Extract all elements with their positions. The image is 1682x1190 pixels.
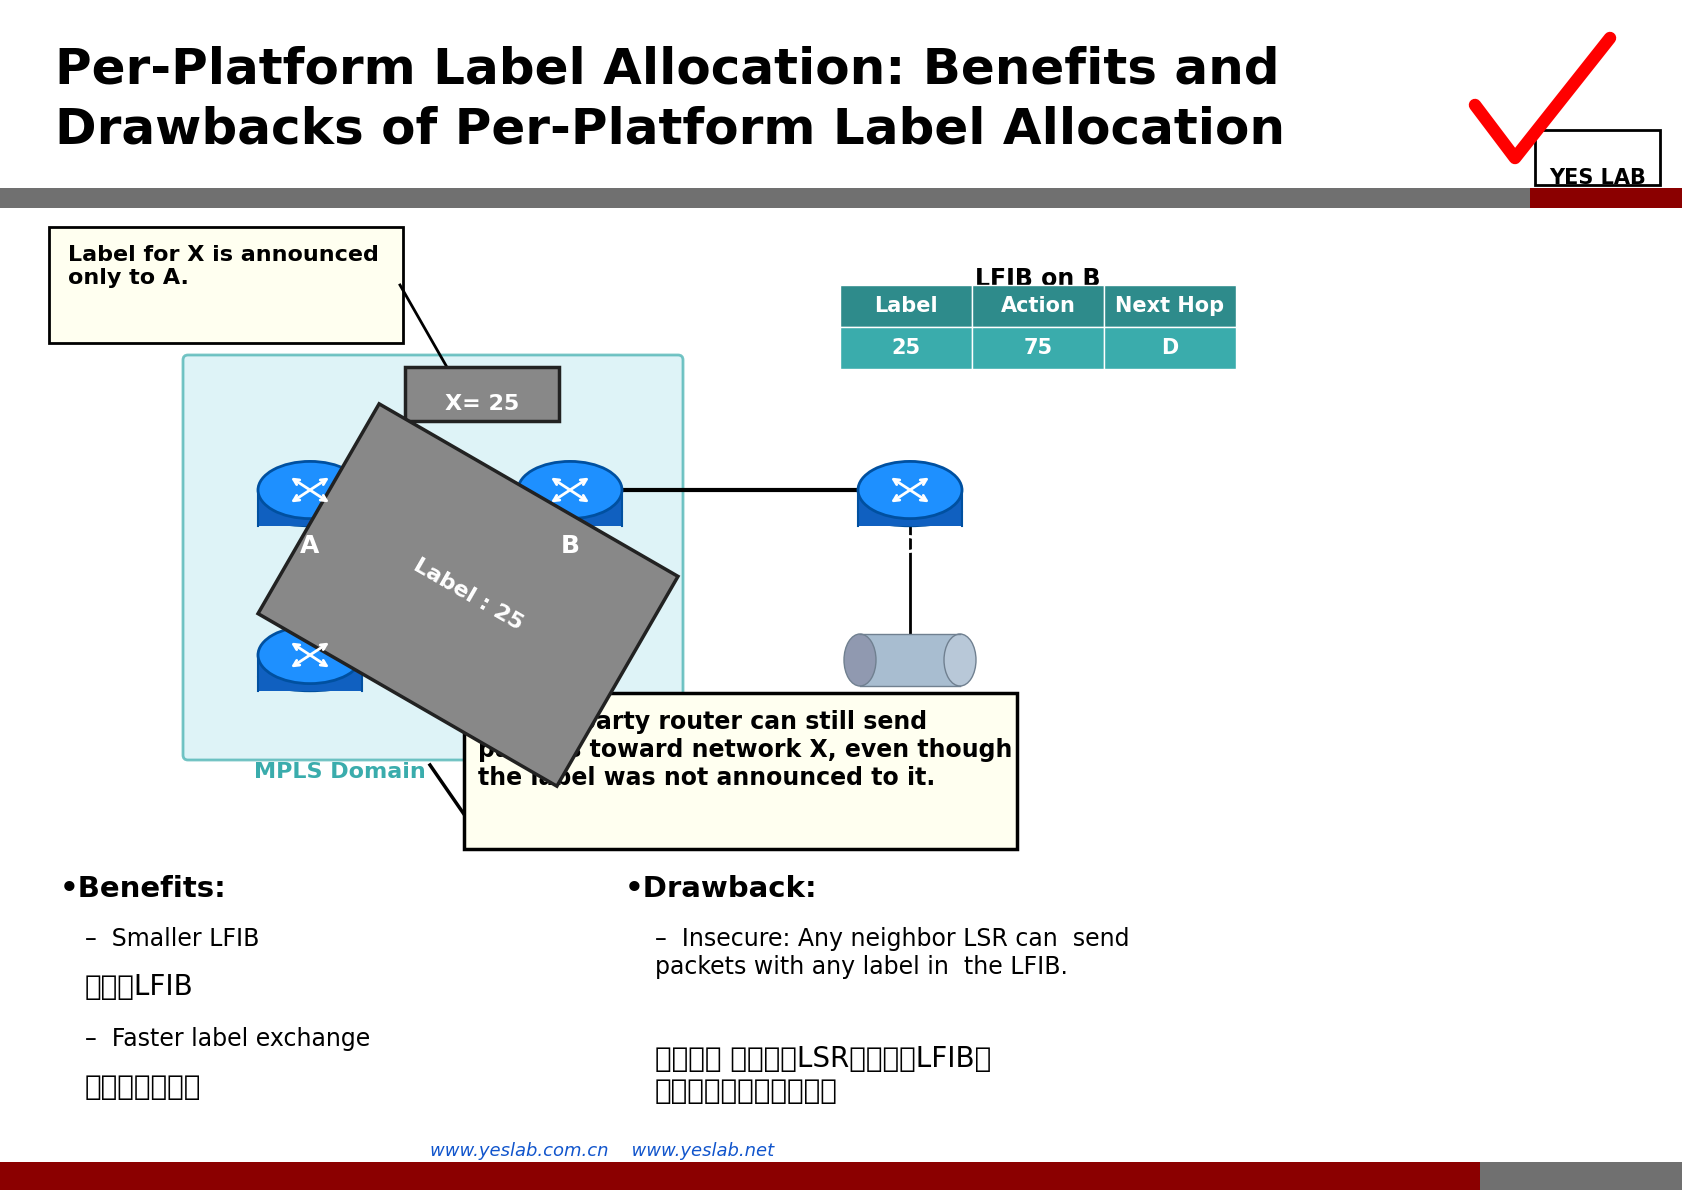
Bar xyxy=(257,490,362,526)
Ellipse shape xyxy=(257,462,362,519)
Ellipse shape xyxy=(858,462,962,519)
Bar xyxy=(518,490,622,526)
Bar xyxy=(972,327,1103,369)
Text: Label: Label xyxy=(873,296,937,317)
Ellipse shape xyxy=(257,497,362,526)
Bar xyxy=(839,284,972,327)
Text: LFIB on B: LFIB on B xyxy=(974,267,1100,292)
Text: Label for X is announced
only to A.: Label for X is announced only to A. xyxy=(67,245,378,288)
FancyBboxPatch shape xyxy=(1534,130,1658,184)
FancyBboxPatch shape xyxy=(464,693,1016,848)
Text: Label : 25: Label : 25 xyxy=(409,556,526,634)
Bar xyxy=(0,188,1529,208)
Ellipse shape xyxy=(518,462,622,519)
Ellipse shape xyxy=(858,497,962,526)
Ellipse shape xyxy=(843,634,875,685)
Text: Action: Action xyxy=(1001,296,1075,317)
Bar xyxy=(257,654,362,691)
Text: –  Faster label exchange: – Faster label exchange xyxy=(86,1027,370,1051)
Ellipse shape xyxy=(944,634,976,685)
Text: Drawbacks of Per-Platform Label Allocation: Drawbacks of Per-Platform Label Allocati… xyxy=(56,105,1285,154)
Ellipse shape xyxy=(518,497,622,526)
Text: Next Hop: Next Hop xyxy=(1115,296,1224,317)
Text: 25: 25 xyxy=(891,338,920,358)
Text: 更快的标签交换: 更快的标签交换 xyxy=(86,1073,202,1101)
Ellipse shape xyxy=(257,626,362,683)
Bar xyxy=(1478,1161,1682,1190)
Bar xyxy=(1103,327,1235,369)
Text: D: D xyxy=(900,534,920,558)
Bar xyxy=(1103,284,1235,327)
FancyBboxPatch shape xyxy=(183,355,683,760)
Text: Network X: Network X xyxy=(848,694,971,714)
Text: www.yeslab.com.cn    www.yeslab.net: www.yeslab.com.cn www.yeslab.net xyxy=(429,1142,774,1160)
FancyBboxPatch shape xyxy=(49,227,402,343)
Text: B: B xyxy=(560,534,579,558)
Text: D: D xyxy=(1161,338,1177,358)
Text: –  Insecure: Any neighbor LSR can  send
packets with any label in  the LFIB.: – Insecure: Any neighbor LSR can send pa… xyxy=(654,927,1129,979)
Text: A third-party router can still send
packets toward network X, even though
the la: A third-party router can still send pack… xyxy=(478,710,1013,790)
Bar xyxy=(0,1161,1478,1190)
Text: •Benefits:: •Benefits: xyxy=(61,875,227,903)
Bar xyxy=(1529,188,1682,208)
Text: X= 25: X= 25 xyxy=(444,394,518,414)
Text: 75: 75 xyxy=(1023,338,1051,358)
Text: MPLS Domain: MPLS Domain xyxy=(254,762,426,782)
FancyBboxPatch shape xyxy=(405,367,558,421)
Text: YES LAB: YES LAB xyxy=(1549,168,1645,188)
Ellipse shape xyxy=(257,663,362,691)
Bar xyxy=(972,284,1103,327)
Bar xyxy=(860,634,959,685)
Bar xyxy=(839,327,972,369)
Text: 较小的LFIB: 较小的LFIB xyxy=(86,973,193,1001)
Text: •Drawback:: •Drawback: xyxy=(624,875,817,903)
Text: A: A xyxy=(299,534,320,558)
Text: –  Smaller LFIB: – Smaller LFIB xyxy=(86,927,259,951)
Text: Per-Platform Label Allocation: Benefits and: Per-Platform Label Allocation: Benefits … xyxy=(56,45,1278,93)
Text: 不安全： 任何邻居LSR都可以在LFIB中
发送任何标签的数据包。: 不安全： 任何邻居LSR都可以在LFIB中 发送任何标签的数据包。 xyxy=(654,1045,991,1106)
Bar xyxy=(858,490,962,526)
